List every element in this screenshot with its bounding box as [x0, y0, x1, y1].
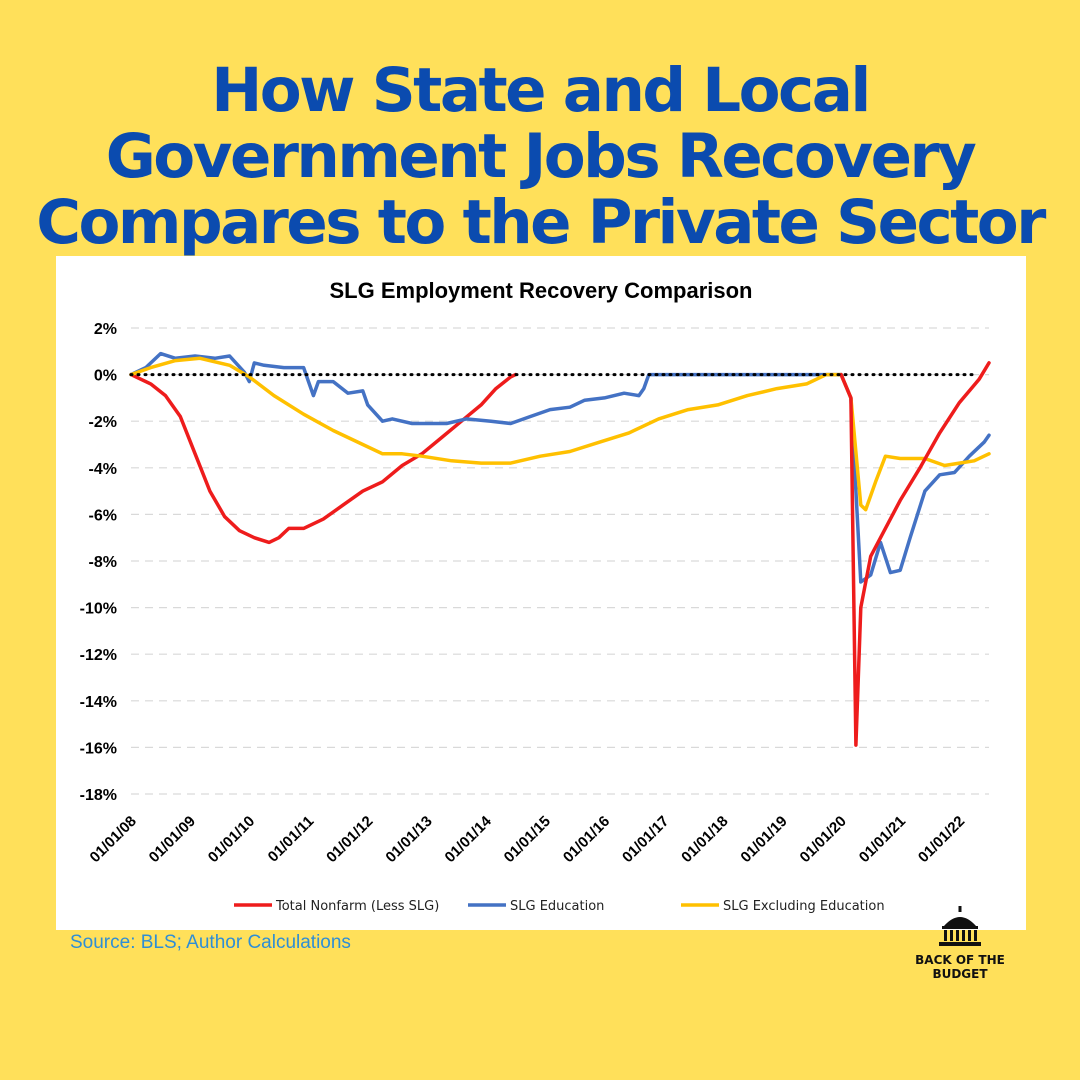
x-tick-label: 01/01/21	[856, 813, 909, 866]
x-tick-label: 01/01/11	[265, 813, 318, 866]
y-tick-label: -10%	[80, 601, 117, 618]
series-line-3	[839, 361, 991, 747]
legend-label: SLG Excluding Education	[723, 899, 885, 914]
y-axis-ticks: 2% 0% -2% -4% -6% -8% -10% -12% -14% -16% -18%	[80, 321, 117, 804]
x-tick-label: 01/01/16	[560, 813, 613, 866]
series-lines	[129, 351, 991, 747]
headline-line-2: Government Jobs Recovery	[105, 121, 977, 192]
legend-label: Total Nonfarm (Less SLG)	[275, 899, 439, 914]
series-line-0	[129, 372, 518, 545]
legend: Total Nonfarm (Less SLG) SLG Education SLG…	[234, 899, 885, 914]
x-tick-label: 01/01/13	[382, 813, 435, 866]
source-note: Source: BLS; Author Calculations	[70, 932, 351, 953]
legend-label: SLG Education	[510, 899, 604, 914]
x-tick-label: 01/01/08	[87, 813, 140, 866]
y-tick-label: -18%	[80, 787, 117, 804]
y-tick-label: -2%	[89, 414, 117, 431]
headline: How State and Local Government Jobs Reco…	[0, 58, 1080, 256]
x-tick-label: 01/01/10	[205, 813, 258, 866]
x-tick-label: 01/01/12	[323, 813, 376, 866]
capitol-dome-icon	[939, 906, 981, 946]
x-tick-label: 01/01/22	[915, 813, 968, 866]
chart-card: SLG Employment Recovery Comparison 2% 0% -…	[56, 256, 1026, 930]
x-tick-label: 01/01/20	[797, 813, 850, 866]
y-tick-label: 0%	[94, 368, 117, 385]
headline-line-3: Compares to the Private Sector	[36, 187, 1046, 258]
y-tick-label: -14%	[80, 694, 117, 711]
x-tick-label: 01/01/18	[678, 813, 731, 866]
y-tick-label: -4%	[89, 461, 117, 478]
x-tick-label: 01/01/15	[501, 813, 554, 866]
headline-line-1: How State and Local	[211, 55, 871, 126]
x-tick-label: 01/01/19	[737, 813, 790, 866]
logo-line-2: BUDGET	[932, 967, 988, 981]
x-tick-label: 01/01/17	[619, 813, 672, 866]
y-tick-label: -8%	[89, 554, 117, 571]
line-chart: SLG Employment Recovery Comparison 2% 0% -…	[80, 278, 991, 914]
y-tick-label: -16%	[80, 740, 117, 757]
back-of-the-budget-logo: BACK OF THE BUDGET	[912, 906, 1008, 1006]
x-tick-label: 01/01/09	[146, 813, 199, 866]
series-line-2	[129, 356, 991, 512]
y-tick-label: -6%	[89, 507, 117, 524]
x-axis-ticks: 01/01/08 01/01/09 01/01/10 01/01/11 01/01/12…	[87, 812, 969, 866]
y-tick-label: 2%	[94, 321, 117, 338]
chart-title: SLG Employment Recovery Comparison	[330, 278, 753, 303]
logo-line-1: BACK OF THE	[915, 953, 1005, 967]
x-tick-label: 01/01/14	[442, 812, 496, 866]
y-tick-label: -12%	[80, 647, 117, 664]
